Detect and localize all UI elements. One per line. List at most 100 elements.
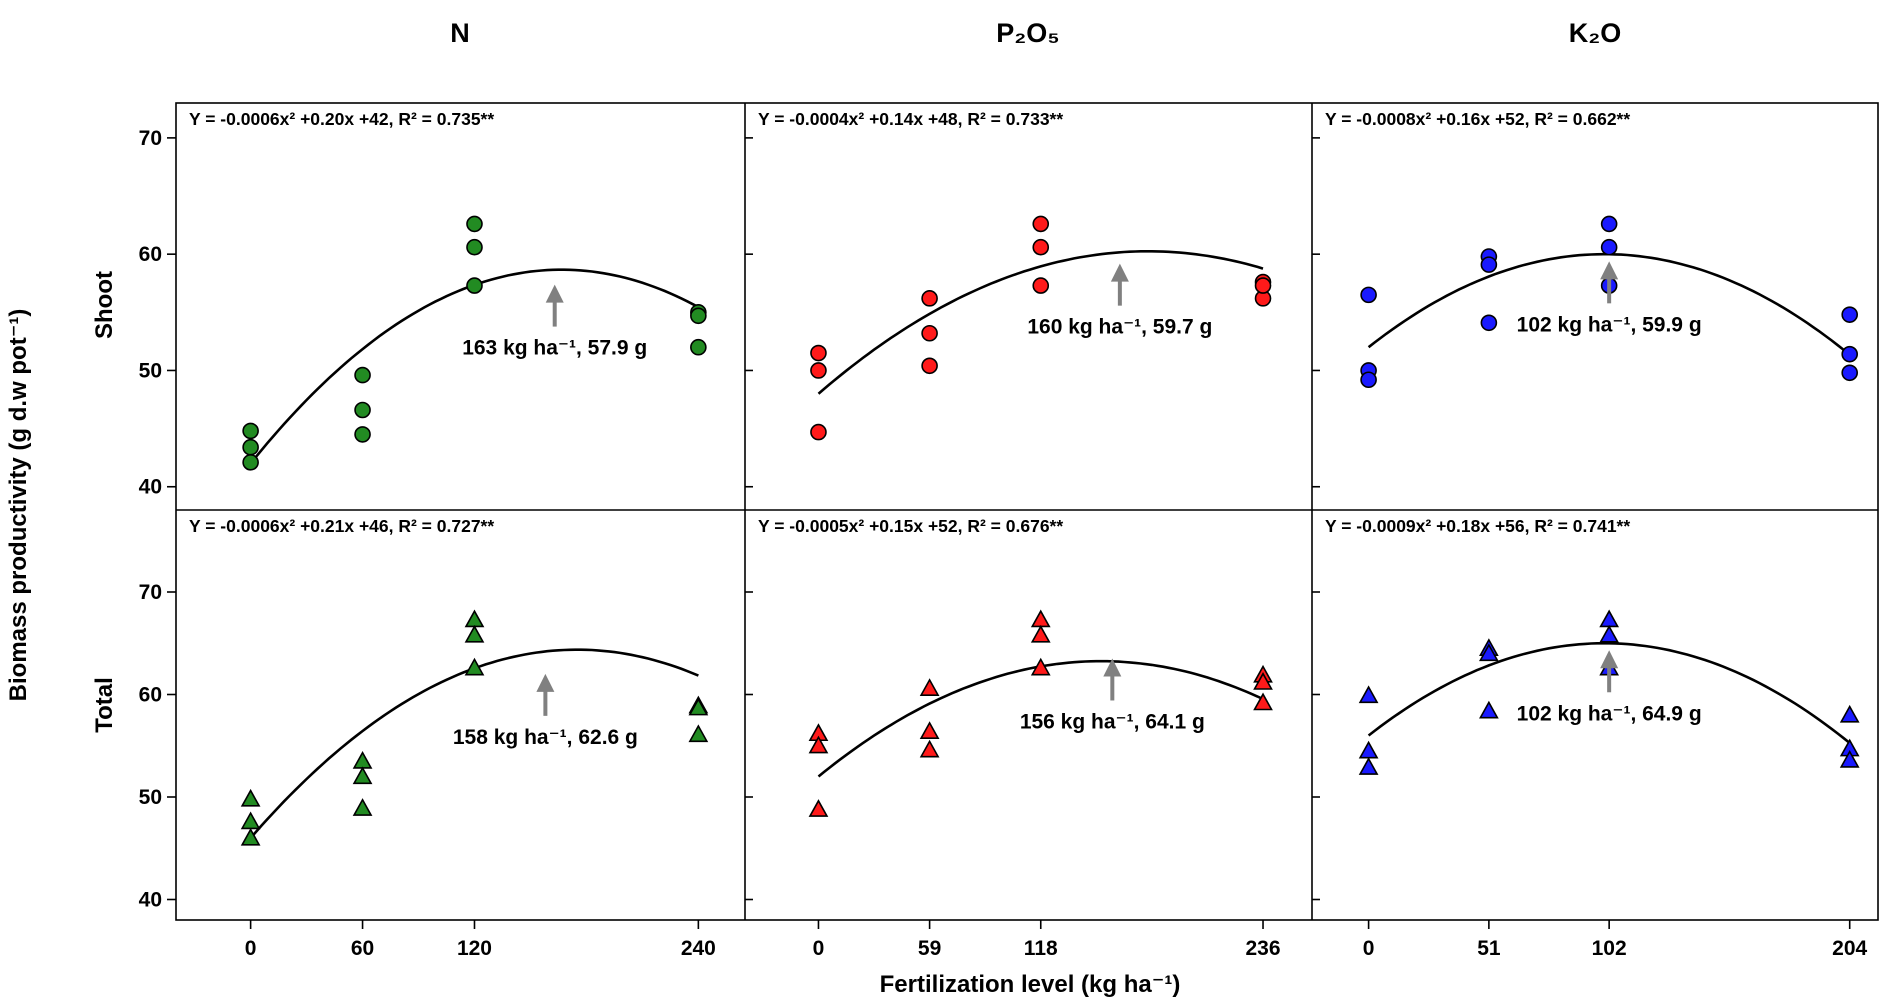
data-point xyxy=(1358,757,1379,775)
data-point xyxy=(1479,700,1499,719)
data-point xyxy=(1032,215,1050,233)
y-tick-label: 70 xyxy=(139,127,162,150)
peak-annotation: 156 kg ha⁻¹, 64.1 g xyxy=(1020,710,1205,733)
data-point xyxy=(1032,277,1050,294)
data-point xyxy=(1479,643,1499,662)
peak-annotation: 102 kg ha⁻¹, 59.9 g xyxy=(1517,313,1702,336)
data-point xyxy=(1841,364,1858,382)
data-point xyxy=(352,750,373,769)
data-point xyxy=(1358,685,1379,704)
panel-k2o-shoot: 102 kg ha⁻¹, 59.9 g Y = -0.0008x² +0.16x … xyxy=(1312,109,1858,488)
peak-arrow-head xyxy=(545,284,564,303)
data-point xyxy=(464,657,485,676)
x-tick-label: 51 xyxy=(1477,937,1501,960)
panel-frames xyxy=(175,102,1879,921)
data-point xyxy=(1253,692,1273,711)
x-tick-label: 102 xyxy=(1592,937,1627,960)
data-point xyxy=(1032,238,1050,256)
data-point xyxy=(354,401,371,419)
data-point xyxy=(1480,314,1498,332)
data-point xyxy=(1253,672,1273,690)
data-point xyxy=(1841,345,1858,363)
data-point xyxy=(242,454,259,471)
panel-n-shoot: 40 50 60 70 163 kg ha⁻¹, 57.9 g Y = -0.0006x²… xyxy=(139,109,707,499)
fit-curve xyxy=(249,268,700,465)
data-point xyxy=(242,422,259,440)
peak-arrow-head xyxy=(1110,263,1129,282)
data-point xyxy=(919,739,940,758)
x-tick-label: 204 xyxy=(1832,937,1867,960)
data-point xyxy=(810,423,827,441)
data-point xyxy=(921,324,938,342)
data-point xyxy=(240,827,261,846)
regression-equation: Y = -0.0008x² +0.16x +52, R² = 0.662** xyxy=(1325,109,1630,129)
regression-equation: Y = -0.0006x² +0.20x +42, R² = 0.735** xyxy=(189,109,494,129)
data-point xyxy=(464,624,485,643)
column-title-n: N xyxy=(450,18,470,48)
y-tick-label: 50 xyxy=(139,786,162,809)
row-label-shoot: Shoot xyxy=(91,271,118,339)
y-axis-label: Biomass productivity (g d.w pot⁻¹) xyxy=(5,309,32,702)
x-tick-label: 0 xyxy=(1363,937,1375,960)
data-point xyxy=(1030,609,1051,628)
data-point xyxy=(1600,215,1618,233)
peak-arrow-head xyxy=(1600,650,1619,669)
regression-equation: Y = -0.0006x² +0.21x +46, R² = 0.727** xyxy=(189,516,494,536)
data-point xyxy=(690,338,707,356)
x-tick-label: 59 xyxy=(918,937,941,960)
regression-equation: Y = -0.0009x² +0.18x +56, R² = 0.741** xyxy=(1325,516,1630,536)
y-tick-label: 70 xyxy=(139,581,162,604)
x-tick-label: 236 xyxy=(1245,937,1280,960)
data-point xyxy=(919,721,940,740)
y-tick-label: 40 xyxy=(139,889,162,912)
data-point xyxy=(466,215,483,233)
x-axis-label: Fertilization level (kg ha⁻¹) xyxy=(880,971,1181,998)
data-point xyxy=(1599,609,1620,628)
x-tick-label: 0 xyxy=(813,937,825,960)
figure-labels: Biomass productivity (g d.w pot⁻¹) Ferti… xyxy=(5,18,1621,998)
x-tick-label: 120 xyxy=(457,937,492,960)
panel-n-total: 40 50 60 70 0 60 120 240 158 kg ha⁻¹, 62.6 g Y = … xyxy=(139,516,716,960)
fit-curve xyxy=(1367,642,1851,745)
data-point xyxy=(1600,238,1618,256)
y-tick-label: 50 xyxy=(139,359,162,382)
panels: 40 50 60 70 163 kg ha⁻¹, 57.9 g Y = -0.0006x²… xyxy=(139,109,1868,960)
data-point xyxy=(921,357,938,375)
panel-k2o-total: 0 51 102 204 102 kg ha⁻¹, 64.9 g Y = -0.0009x… xyxy=(1312,516,1868,960)
y-tick-label: 40 xyxy=(139,476,162,499)
panel-p2o5-shoot: 160 kg ha⁻¹, 59.7 g Y = -0.0004x² +0.14x … xyxy=(745,109,1272,488)
regression-equation: Y = -0.0004x² +0.14x +48, R² = 0.733** xyxy=(758,109,1063,129)
peak-arrow-head xyxy=(1600,261,1619,280)
data-point xyxy=(240,811,261,830)
peak-annotation: 102 kg ha⁻¹, 64.9 g xyxy=(1517,702,1702,725)
peak-annotation: 163 kg ha⁻¹, 57.9 g xyxy=(462,337,647,360)
data-point xyxy=(1839,749,1860,768)
data-point xyxy=(1480,256,1498,273)
peak-annotation: 160 kg ha⁻¹, 59.7 g xyxy=(1027,316,1212,339)
data-point xyxy=(1358,740,1379,759)
fit-curve xyxy=(817,250,1264,395)
row-label-total: Total xyxy=(91,677,118,733)
data-point xyxy=(240,788,261,807)
data-point xyxy=(808,735,829,754)
column-title-p2o5: P₂O₅ xyxy=(996,18,1059,48)
y-tick-label: 60 xyxy=(139,684,162,707)
x-tick-label: 118 xyxy=(1024,937,1058,960)
data-point xyxy=(1599,624,1620,643)
x-tick-label: 240 xyxy=(681,937,716,960)
data-point xyxy=(352,798,373,816)
data-point xyxy=(810,362,827,379)
regression-equation: Y = -0.0005x² +0.15x +52, R² = 0.676** xyxy=(758,516,1063,536)
data-point xyxy=(242,438,259,456)
data-point xyxy=(354,366,371,384)
data-point xyxy=(688,724,709,743)
data-point xyxy=(464,609,485,628)
data-point xyxy=(810,344,827,362)
data-point xyxy=(1839,704,1860,723)
data-point xyxy=(354,426,371,443)
plot-frame xyxy=(175,102,1879,921)
data-point xyxy=(466,277,483,294)
data-point xyxy=(1841,306,1858,323)
peak-arrow-head xyxy=(1103,658,1122,677)
